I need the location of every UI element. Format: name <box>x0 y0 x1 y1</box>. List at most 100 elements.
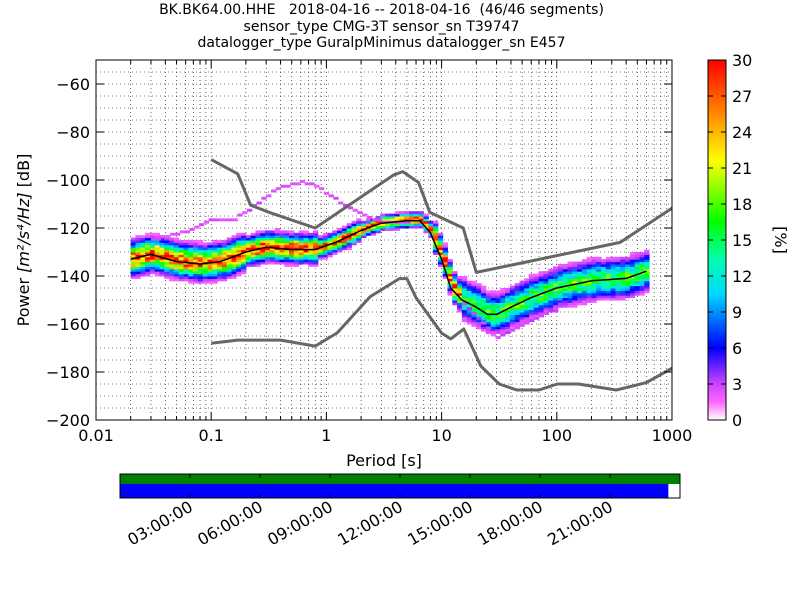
histogram-cell <box>605 290 612 294</box>
histogram-cell <box>308 247 314 251</box>
histogram-cell <box>183 256 189 260</box>
histogram-cell <box>269 237 276 241</box>
histogram-cell <box>250 232 256 236</box>
histogram-cell <box>212 249 218 253</box>
histogram-cell <box>207 259 213 263</box>
histogram-cell <box>207 244 213 248</box>
histogram-cell <box>149 244 156 248</box>
histogram-cell <box>538 312 544 315</box>
histogram-cell <box>577 278 583 282</box>
histogram-cell <box>476 290 482 294</box>
histogram-cell <box>457 283 463 287</box>
histogram-cell <box>197 268 204 272</box>
histogram-cell <box>250 261 256 265</box>
histogram-cell <box>567 297 573 301</box>
histogram-cell <box>519 321 525 325</box>
histogram-cell <box>154 261 160 265</box>
histogram-cell <box>140 268 146 272</box>
histogram-cell <box>452 280 458 284</box>
histogram-cell <box>596 256 602 260</box>
histogram-cell <box>485 316 492 320</box>
histogram-cell <box>476 288 482 291</box>
histogram-cell <box>601 285 607 289</box>
histogram-cell <box>466 309 472 313</box>
histogram-cell <box>601 268 607 272</box>
histogram-cell <box>159 261 165 265</box>
histogram-cell <box>596 276 602 279</box>
histogram-cell <box>260 261 266 265</box>
histogram-cell <box>529 292 535 296</box>
histogram-cell <box>476 324 482 327</box>
histogram-cell <box>557 264 564 267</box>
histogram-cell <box>356 237 362 241</box>
histogram-cell <box>625 259 631 263</box>
histogram-cell <box>481 292 487 296</box>
histogram-cell <box>529 300 535 303</box>
histogram-cell <box>625 273 631 277</box>
histogram-cell <box>596 280 602 284</box>
histogram-cell <box>572 304 578 308</box>
mode-line <box>130 220 647 316</box>
histogram-cell <box>625 256 631 260</box>
histogram-cell <box>164 242 170 246</box>
histogram-cell <box>476 326 482 330</box>
histogram-cell <box>130 264 136 267</box>
histogram-cell <box>149 249 156 253</box>
histogram-cell <box>514 316 520 320</box>
histogram-cell <box>193 254 199 258</box>
histogram-cell <box>529 307 535 311</box>
histogram-cell <box>197 261 204 265</box>
histogram-cell <box>471 285 477 289</box>
histogram-cell <box>265 259 271 263</box>
histogram-cell <box>226 268 232 272</box>
histogram-cell <box>173 256 180 260</box>
histogram-cell <box>505 324 511 327</box>
histogram-cell <box>533 302 540 306</box>
histogram-cell <box>538 288 544 291</box>
histogram-cell <box>284 235 290 239</box>
histogram-cell <box>188 254 194 258</box>
histogram-cell <box>644 273 650 277</box>
histogram-cell <box>572 271 578 275</box>
histogram-cell <box>399 218 405 222</box>
histogram-cell <box>423 230 429 234</box>
histogram-cell <box>572 264 578 267</box>
histogram-cell <box>629 252 636 255</box>
histogram-cell <box>341 242 348 246</box>
histogram-cell <box>442 242 448 246</box>
histogram-cell <box>577 261 583 265</box>
histogram-cell <box>212 273 218 277</box>
histogram-cell <box>366 216 373 219</box>
timeline-top-bar <box>120 474 680 484</box>
histogram-cell <box>284 232 290 236</box>
histogram-cell <box>629 292 636 296</box>
histogram-cell <box>519 285 525 289</box>
histogram-cell <box>293 252 300 255</box>
histogram-cell <box>317 252 324 255</box>
histogram-cell <box>308 242 314 246</box>
histogram-cell <box>591 290 597 294</box>
histogram-cell <box>442 256 448 260</box>
histogram-cell <box>615 292 621 296</box>
histogram-cell <box>188 244 194 248</box>
histogram-cell <box>591 292 597 296</box>
histogram-cell <box>317 240 324 243</box>
histogram-cell <box>586 266 592 270</box>
histogram-cell <box>577 276 583 279</box>
histogram-cell <box>625 295 631 299</box>
histogram-cell <box>500 300 506 303</box>
histogram-cell <box>135 235 141 239</box>
colorbar-tick-label: 9 <box>732 303 742 322</box>
histogram-cell <box>543 285 549 289</box>
histogram-cell <box>481 316 487 320</box>
histogram-cell <box>533 297 540 301</box>
histogram-cell <box>505 321 511 325</box>
histogram-cell <box>303 254 309 258</box>
high-noise-model-line <box>210 158 672 274</box>
histogram-cell <box>644 288 650 291</box>
histogram-cell <box>337 228 343 231</box>
histogram-cell <box>610 256 616 260</box>
histogram-cell <box>409 225 415 229</box>
histogram-cell <box>442 249 448 253</box>
y-tick-label: −80 <box>56 123 90 142</box>
